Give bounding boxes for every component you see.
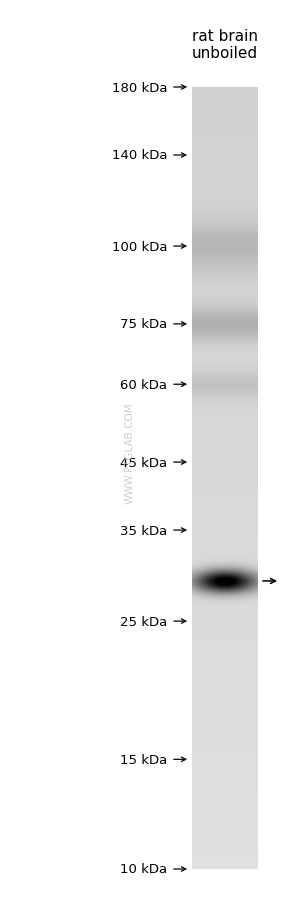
Text: rat brain
unboiled: rat brain unboiled [192, 29, 258, 61]
Text: 100 kDa: 100 kDa [112, 240, 167, 253]
Text: WWW.PTGLAB.COM: WWW.PTGLAB.COM [125, 401, 135, 503]
Text: 45 kDa: 45 kDa [120, 456, 167, 469]
Text: 140 kDa: 140 kDa [112, 150, 167, 162]
Text: 15 kDa: 15 kDa [120, 753, 167, 766]
Text: 75 kDa: 75 kDa [120, 318, 167, 331]
Text: 60 kDa: 60 kDa [120, 378, 167, 391]
Text: 25 kDa: 25 kDa [120, 615, 167, 628]
Text: 180 kDa: 180 kDa [112, 81, 167, 95]
Text: 35 kDa: 35 kDa [120, 524, 167, 537]
Text: 10 kDa: 10 kDa [120, 862, 167, 876]
